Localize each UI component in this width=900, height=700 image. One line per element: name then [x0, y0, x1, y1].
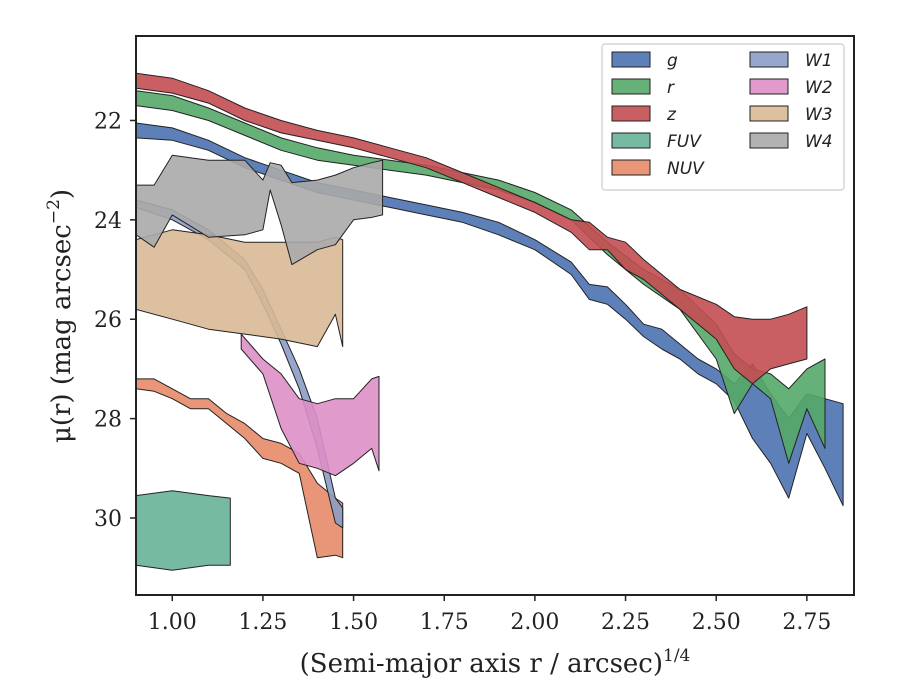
x-tick-label: 1.75 — [420, 610, 469, 635]
legend-swatch-nuv — [611, 159, 651, 176]
legend-label-z: z — [666, 105, 677, 125]
legend-label-g: g — [667, 51, 678, 71]
plot-frame — [135, 35, 855, 596]
x-tick-label: 2.50 — [692, 610, 741, 635]
y-tick-label: 28 — [94, 408, 122, 433]
legend-label-w4: W4 — [805, 132, 833, 152]
band-w4 — [136, 154, 384, 266]
legend-swatch-w2 — [749, 78, 789, 95]
legend-swatch-z — [611, 105, 651, 122]
legend-items: grz FUV NUV W1 W2 W3 W4 — [611, 51, 833, 179]
legend-swatch-w4 — [749, 132, 789, 149]
x-tick-label: 1.50 — [329, 610, 378, 635]
y-tick-label: 24 — [94, 209, 122, 234]
legend-label-nuv: NUV — [667, 159, 705, 179]
legend-swatch-w3 — [749, 105, 789, 122]
band-z — [136, 72, 808, 385]
x-tick-label: 2.75 — [782, 610, 831, 635]
y-tick-label: 22 — [94, 109, 122, 134]
legend-swatch-w1 — [749, 51, 789, 68]
y-tick-label: 26 — [94, 308, 122, 333]
legend-label-r: r — [667, 78, 675, 98]
legend-label-w2: W2 — [805, 78, 833, 98]
legend-label-fuv: FUV — [667, 132, 702, 152]
legend-swatch-g — [611, 51, 651, 68]
y-axis-ticks: 22 24 26 28 30 — [94, 109, 136, 532]
x-tick-label: 2.25 — [601, 610, 650, 635]
y-axis-label: μ(r) (mag arcsec−2) — [44, 189, 77, 443]
band-g — [136, 122, 844, 507]
x-tick-label: 1.00 — [148, 610, 197, 635]
x-tick-label: 1.25 — [238, 610, 287, 635]
x-tick-label: 2.00 — [510, 610, 559, 635]
legend: grz FUV NUV W1 W2 W3 W4 — [601, 43, 845, 191]
band-fuv — [136, 490, 231, 571]
legend-label-w3: W3 — [805, 105, 833, 125]
legend-swatch-fuv — [611, 132, 651, 149]
x-axis-label: (Semi-major axis r / arcsec)1/4 — [300, 646, 691, 679]
band-nuv — [136, 378, 344, 559]
legend-label-w1: W1 — [805, 51, 833, 71]
x-axis-ticks: 1.00 1.25 1.50 1.75 2.00 2.25 2.50 2.75 — [148, 595, 831, 635]
y-tick-label: 30 — [94, 507, 122, 532]
band-w2 — [240, 333, 380, 477]
legend-swatch-r — [611, 78, 651, 95]
band-series-group — [136, 72, 844, 571]
